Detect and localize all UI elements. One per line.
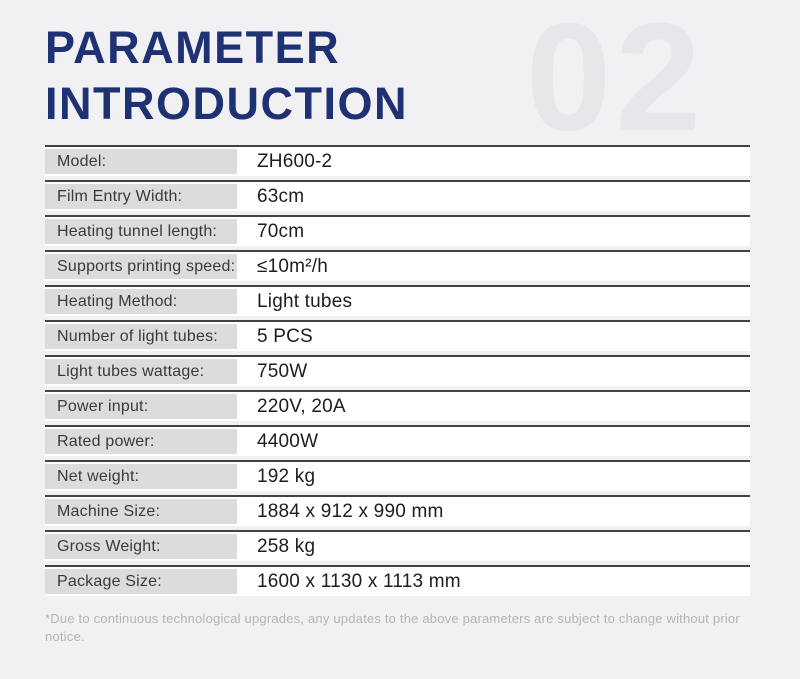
table-row: Package Size: 1600 x 1130 x 1113 mm xyxy=(45,565,750,596)
table-row: Light tubes wattage: 750W xyxy=(45,355,750,386)
row-value: 70cm xyxy=(257,220,305,242)
table-row: Rated power: 4400W xyxy=(45,425,750,456)
row-label: Power input: xyxy=(45,394,237,419)
disclaimer-note: *Due to continuous technological upgrade… xyxy=(45,611,740,644)
row-label: Film Entry Width: xyxy=(45,184,237,209)
row-label: Machine Size: xyxy=(45,499,237,524)
table-row: Number of light tubes: 5 PCS xyxy=(45,320,750,351)
page-title-line2: INTRODUCTION xyxy=(45,78,408,129)
row-label: Supports printing speed: xyxy=(45,254,237,279)
row-label: Rated power: xyxy=(45,429,237,454)
row-value: 5 PCS xyxy=(257,325,313,347)
row-value: 4400W xyxy=(257,430,319,452)
table-row: Film Entry Width: 63cm xyxy=(45,180,750,211)
table-row: Net weight: 192 kg xyxy=(45,460,750,491)
row-label: Light tubes wattage: xyxy=(45,359,237,384)
table-row: Heating Method: Light tubes xyxy=(45,285,750,316)
page-title: PARAMETER INTRODUCTION xyxy=(45,20,755,132)
row-label: Heating Method: xyxy=(45,289,237,314)
section-number: 02 xyxy=(525,0,705,163)
table-row: Supports printing speed: ≤10m²/h xyxy=(45,250,750,281)
table-row: Gross Weight: 258 kg xyxy=(45,530,750,561)
page-title-line1: PARAMETER xyxy=(45,22,341,73)
row-value: 220V, 20A xyxy=(257,395,346,417)
row-value: ZH600-2 xyxy=(257,150,333,172)
row-label: Gross Weight: xyxy=(45,534,237,559)
row-value: 1600 x 1130 x 1113 mm xyxy=(257,570,461,592)
table-row: Heating tunnel length: 70cm xyxy=(45,215,750,246)
row-value: 192 kg xyxy=(257,465,316,487)
row-value: ≤10m²/h xyxy=(257,255,328,277)
table-row: Model: ZH600-2 xyxy=(45,145,750,176)
spec-table: Model: ZH600-2 Film Entry Width: 63cm He… xyxy=(45,145,750,596)
row-value: 750W xyxy=(257,360,308,382)
row-label: Net weight: xyxy=(45,464,237,489)
row-value: 63cm xyxy=(257,185,305,207)
row-label: Model: xyxy=(45,149,237,174)
row-value: 258 kg xyxy=(257,535,316,557)
row-value: 1884 x 912 x 990 mm xyxy=(257,500,444,522)
table-row: Machine Size: 1884 x 912 x 990 mm xyxy=(45,495,750,526)
row-label: Number of light tubes: xyxy=(45,324,237,349)
row-label: Package Size: xyxy=(45,569,237,594)
row-label: Heating tunnel length: xyxy=(45,219,237,244)
row-value: Light tubes xyxy=(257,290,353,312)
table-row: Power input: 220V, 20A xyxy=(45,390,750,421)
